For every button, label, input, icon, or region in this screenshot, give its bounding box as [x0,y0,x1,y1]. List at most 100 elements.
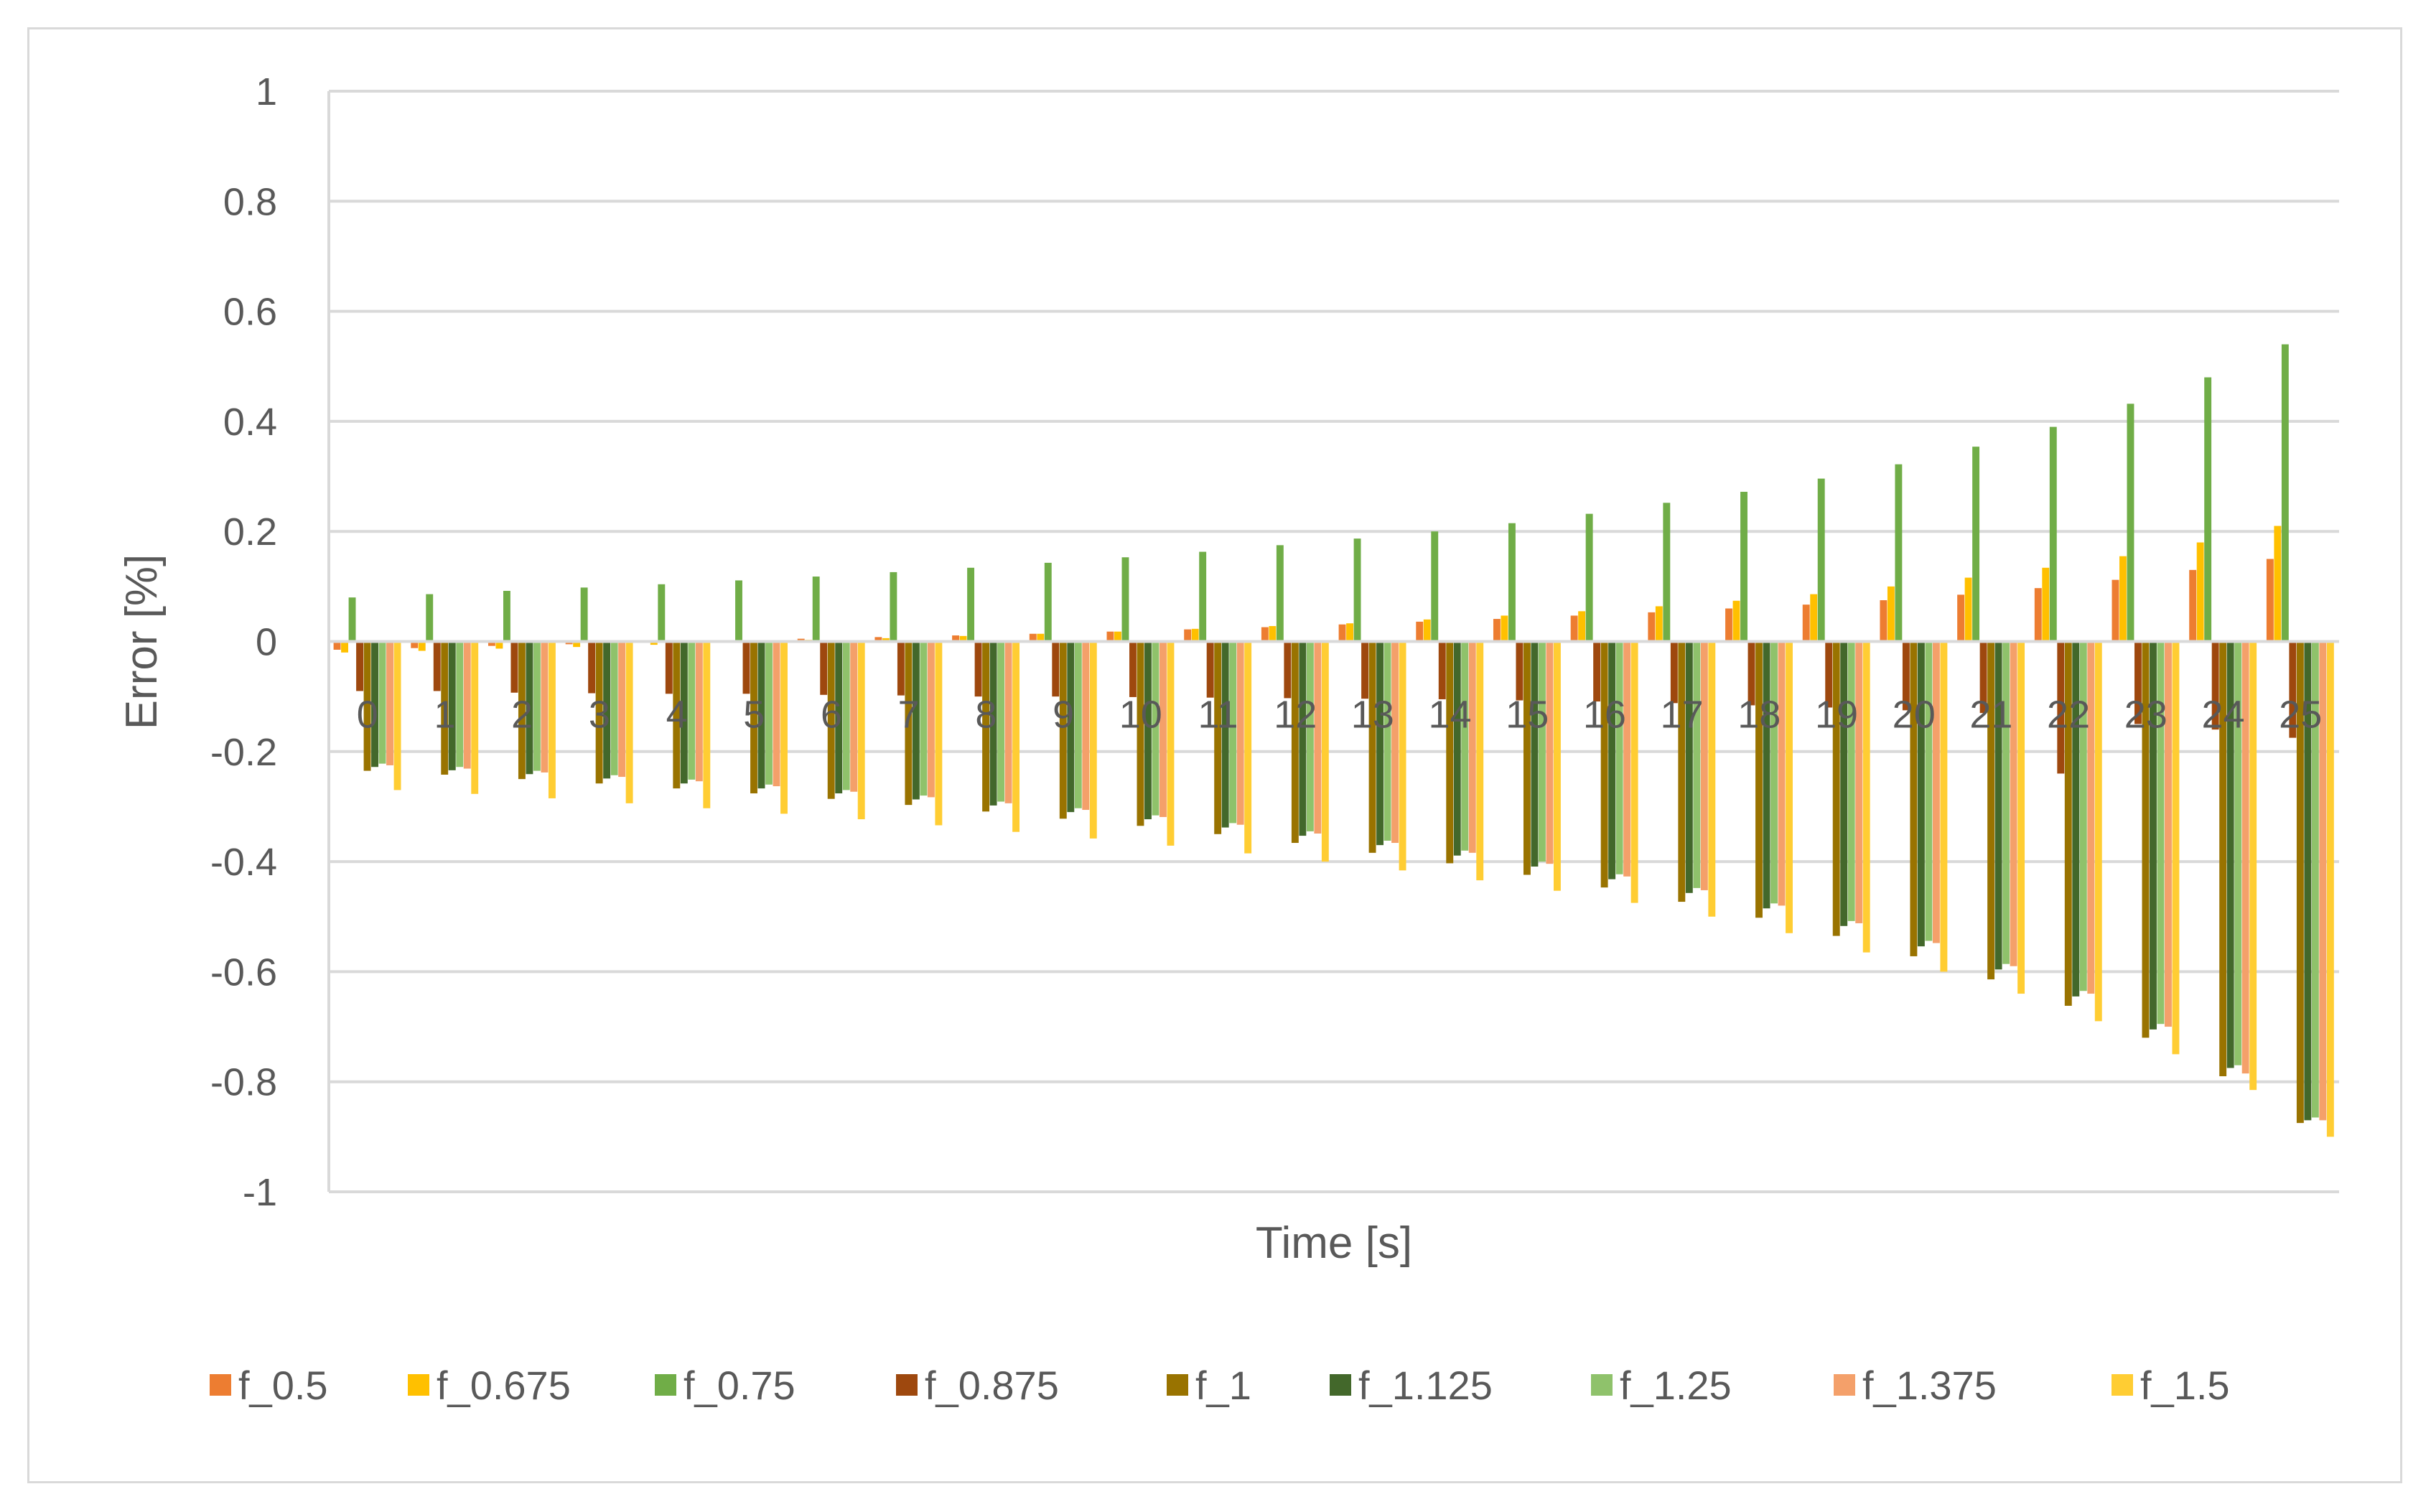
bar [842,641,850,790]
bar [2289,641,2297,738]
y-tick-label: -0.4 [210,841,277,884]
bar [573,641,581,648]
bar [974,641,982,697]
x-tick-label: 22 [2047,694,2090,737]
bar [1531,641,1539,867]
bar [1523,641,1531,875]
bar [695,641,703,782]
bar [1725,608,1732,642]
bar [658,584,666,642]
bar [1979,641,1987,714]
x-tick-label: 4 [666,694,688,737]
bar [1059,641,1067,819]
bar [441,641,449,775]
bar [1159,641,1167,818]
bar [1994,641,2002,970]
bar [1346,623,1353,642]
y-tick-label: -0.2 [210,731,277,774]
bar [603,641,611,779]
bar [1384,641,1391,841]
bar [2064,641,2072,1006]
x-tick-label: 16 [1583,694,1626,737]
bar [1206,641,1214,698]
bar [2204,377,2212,642]
bar [1453,641,1461,856]
bar [1648,612,1656,642]
bar [2296,641,2304,1124]
bar [1004,641,1012,803]
bar [1987,641,1995,980]
x-tick-label: 23 [2124,694,2168,737]
bar [1770,641,1778,904]
bar [2112,579,2119,642]
bar [518,641,526,780]
bar [2189,569,2197,642]
bar [1708,641,1716,917]
bar [456,641,464,767]
y-tick-label: 0.4 [223,401,277,444]
bar [378,641,386,764]
x-tick-label: 0 [357,694,378,737]
bar [1221,641,1229,828]
bar [1693,641,1701,888]
bar [2326,641,2334,1137]
bar [673,641,681,789]
bar [773,641,780,787]
bar [1299,641,1307,836]
bar [2196,542,2204,642]
bar [1802,605,1810,642]
bar [1570,615,1578,642]
bar [1431,531,1439,642]
bar [1314,641,1322,834]
legend-swatch [2112,1374,2133,1396]
x-tick-label: 25 [2279,694,2322,737]
bar [1144,641,1152,820]
bar [426,594,434,642]
bar [982,641,990,812]
legend-label: f_1 [1195,1363,1251,1408]
bar [850,641,858,792]
bar [1678,641,1686,902]
bar [1461,641,1469,851]
bar [920,641,928,796]
bar [541,641,549,773]
bar [2157,641,2165,1025]
bar [580,587,588,642]
bar [882,638,890,642]
bar [1670,641,1678,704]
bar [1957,594,1965,642]
bar [959,635,967,642]
bar [618,641,626,778]
bar [463,641,471,769]
bar [905,641,913,806]
bar [1191,628,1199,642]
bar [1917,641,1925,947]
bar [1732,600,1740,642]
y-tick-label: -0.8 [210,1061,277,1104]
bar [1044,562,1052,642]
x-tick-label: 7 [898,694,920,737]
x-tick-label: 1 [434,694,455,737]
legend: f_0.5 f_0.675 f_0.75 f_0.875 f_1 f_1.125 f_1.2… [210,1363,2230,1408]
bar [503,590,510,642]
bar [1236,641,1244,825]
legend-swatch [1591,1374,1613,1396]
bar [1748,641,1755,706]
bar [1423,619,1431,642]
bar [1214,641,1222,834]
bar [1244,641,1252,854]
y-tick-label: 0.6 [223,291,277,334]
bar [1755,641,1763,918]
legend-label: f_0.5 [238,1363,328,1408]
bar [1012,641,1020,832]
bar [2165,641,2172,1027]
bar [2304,641,2312,1121]
bar [1925,641,1933,941]
x-tick-label: 14 [1428,694,1471,737]
bar [1847,641,1855,921]
bar [1438,641,1446,699]
bar [1964,577,1972,642]
bar [2211,641,2219,730]
bar [827,641,835,799]
bar [750,641,757,794]
